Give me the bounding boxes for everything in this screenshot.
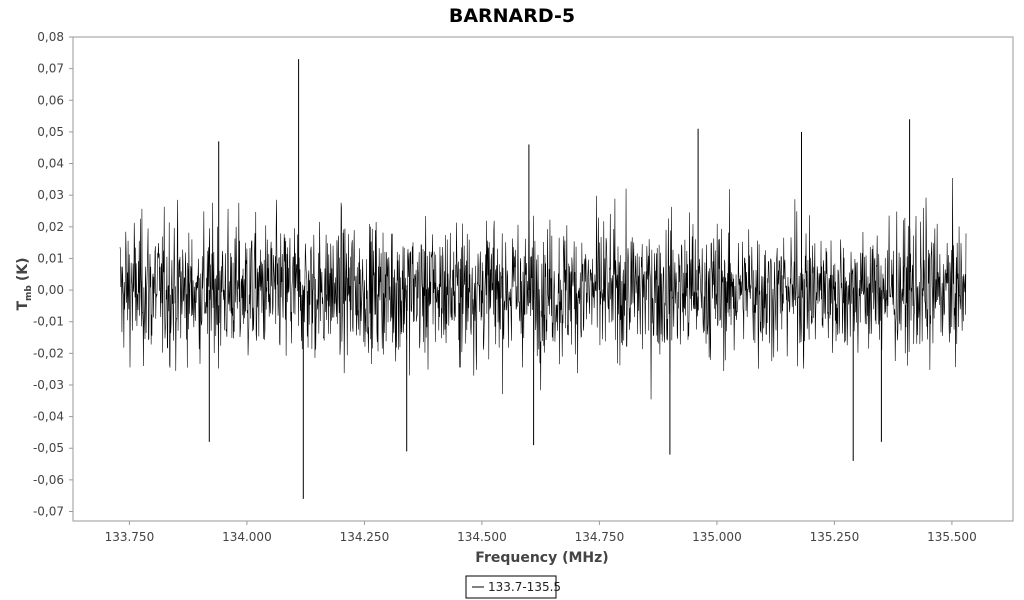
y-tick-label: 0,03 <box>37 188 64 202</box>
legend: 133.7-135.5 <box>465 575 561 599</box>
x-tick-label: 134.500 <box>457 530 507 544</box>
y-tick-label: -0,05 <box>33 441 64 455</box>
y-axis: 0,08 0,07 0,06 0,05 0,04 0,03 0,02 0,01 0,00 -0,0… <box>33 30 73 519</box>
x-tick-label: 134.750 <box>575 530 625 544</box>
y-tick-label: -0,04 <box>33 410 64 424</box>
series-line <box>119 178 967 400</box>
y-tick-label: 0,04 <box>37 157 64 171</box>
x-tick-label: 135.250 <box>810 530 860 544</box>
x-tick-label: 135.000 <box>692 530 742 544</box>
y-tick-label: 0,08 <box>37 30 64 44</box>
y-axis-title-main: T <box>15 301 31 311</box>
y-axis-title-unit: (K) <box>15 257 31 281</box>
y-tick-label: 0,07 <box>37 62 64 76</box>
chart-title: BARNARD-5 <box>449 5 575 27</box>
y-axis-title-sub: mb <box>24 285 34 301</box>
legend-label: 133.7-135.5 <box>488 580 561 594</box>
y-tick-label: -0,02 <box>33 346 64 360</box>
x-axis-title: Frequency (MHz) <box>475 550 608 566</box>
y-tick-label: 0,01 <box>37 251 64 265</box>
legend-box <box>465 575 557 599</box>
x-tick-label: 135.500 <box>927 530 977 544</box>
plot-area-border <box>72 36 1014 522</box>
y-tick-label: -0,03 <box>33 378 64 392</box>
y-tick-label: 0,00 <box>37 283 64 297</box>
x-axis: 133.750 134.000 134.250 134.500 134.750 135.0… <box>105 521 977 544</box>
y-tick-label: -0,06 <box>33 473 64 487</box>
x-tick-label: 134.000 <box>222 530 272 544</box>
y-tick-label: 0,05 <box>37 125 64 139</box>
series-layer <box>119 59 967 499</box>
y-tick-label: -0,07 <box>33 505 64 519</box>
x-tick-label: 134.250 <box>340 530 390 544</box>
y-tick-label: 0,02 <box>37 220 64 234</box>
y-tick-label: 0,06 <box>37 93 64 107</box>
x-tick-label: 133.750 <box>105 530 155 544</box>
y-tick-label: -0,01 <box>33 315 64 329</box>
y-axis-title: Tmb (K) <box>15 257 34 310</box>
